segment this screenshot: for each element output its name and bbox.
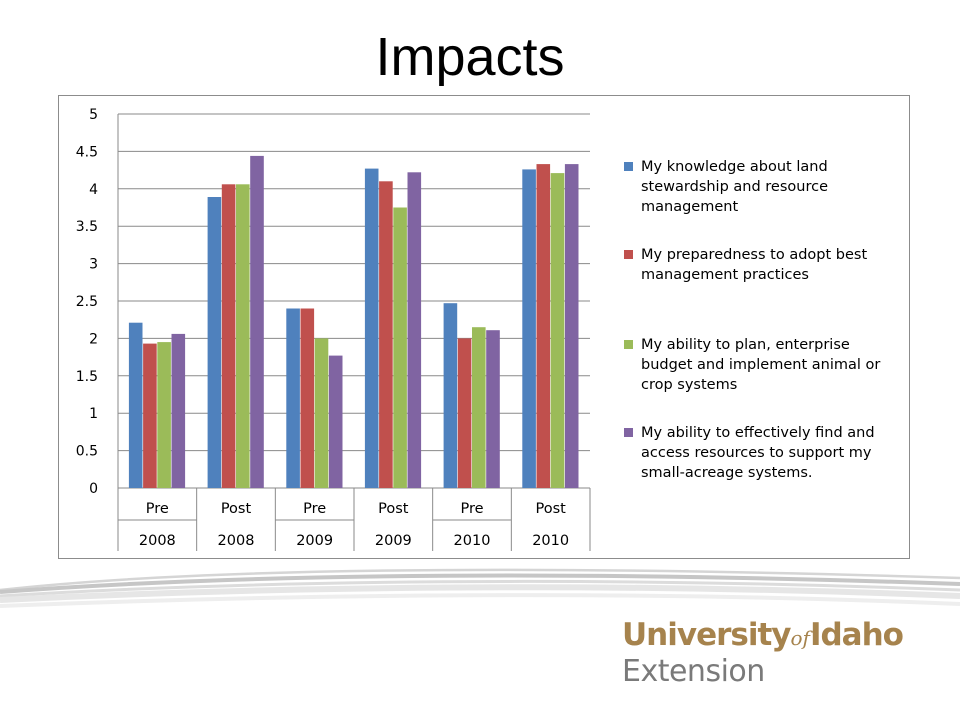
legend-label-knowledge: My knowledge about land stewardship and … [641,159,829,215]
x-tick-label-year: 2010 [454,533,491,549]
y-tick-label: 4 [89,182,98,198]
y-tick-label: 0.5 [76,444,98,460]
bar [536,164,551,488]
y-tick-label: 2 [89,331,98,347]
logo-university-text: University [622,617,791,653]
y-tick-label: 1.5 [76,369,98,385]
bar [550,173,565,488]
logo-extension-text: Extension [622,654,765,689]
logo-idaho-text: Idaho [809,617,904,653]
y-tick-label: 1 [89,406,98,422]
bar [157,342,171,488]
bar [250,155,264,488]
x-tick-label-stage: Post [221,501,252,517]
bar [300,308,315,488]
bar [328,355,343,488]
legend-label-planning: My ability to plan, enterprise budget an… [641,337,881,393]
university-of-idaho-extension-logo: UniversityofIdaho Extension [622,617,904,689]
bar [564,164,579,488]
bar [393,207,407,488]
x-tick-label-year: 2008 [139,533,176,549]
x-tick-label-year: 2008 [218,533,255,549]
legend-swatch-knowledge [624,162,633,171]
y-tick-label: 2.5 [76,294,98,310]
legend-label-preparedness: My preparedness to adopt best management… [641,247,868,283]
legend-swatch-preparedness [624,250,633,259]
y-tick-label: 4.5 [76,144,98,160]
bar [472,327,486,488]
slide-title: Impacts [375,27,565,87]
x-tick-label-year: 2009 [296,533,333,549]
bar [407,172,422,489]
bar [457,338,472,488]
bar [171,333,186,488]
bar [221,184,236,489]
bar [286,308,300,488]
bar [314,338,329,488]
bar [522,169,536,488]
y-tick-label: 5 [89,107,98,123]
y-tick-label: 0 [89,481,98,497]
bar [379,181,393,489]
legend-swatch-planning [624,340,633,349]
bar [236,184,250,489]
x-tick-label-stage: Pre [460,501,483,517]
logo-university-line: UniversityofIdaho [622,617,904,656]
x-tick-label-stage: Post [378,501,409,517]
x-tick-label-stage: Pre [146,501,169,517]
x-tick-label-stage: Pre [303,501,326,517]
x-tick-label-year: 2009 [375,533,412,549]
bar [128,322,143,488]
legend-swatch-resources [624,428,633,437]
bar [364,168,379,488]
legend-label-resources: My ability to effectively find and acces… [641,425,875,481]
x-tick-label-stage: Post [535,501,566,517]
decorative-swoosh [0,568,960,608]
bar [207,197,222,488]
y-tick-label: 3.5 [76,219,98,235]
y-tick-label: 3 [89,257,98,273]
x-tick-label-year: 2010 [532,533,569,549]
logo-of-text: of [790,626,810,650]
bar [143,343,157,488]
bar [486,330,500,488]
bar [443,303,458,488]
